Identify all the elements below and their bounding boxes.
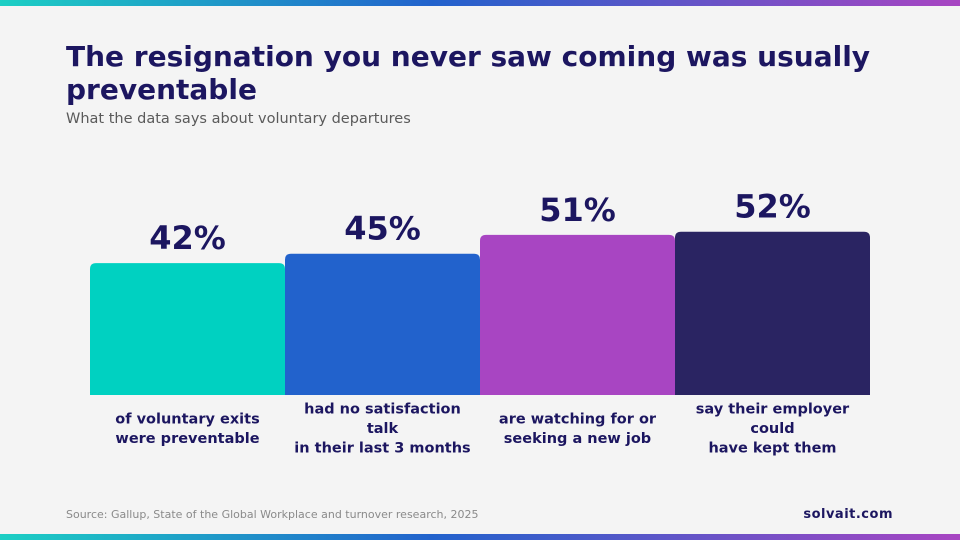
category-label-2: had no satisfaction talk in their last 3 m…	[294, 402, 470, 457]
source-note: Source: Gallup, State of the Global Work…	[66, 508, 479, 521]
bar-4	[675, 231, 870, 395]
value-label-1: 42%	[149, 219, 226, 257]
category-label-1: of voluntary exits were preventable	[115, 411, 259, 447]
value-label-4: 52%	[734, 188, 811, 226]
value-label-3: 51%	[539, 191, 616, 229]
bottom-accent-bar	[0, 534, 960, 540]
page-subtitle: What the data says about voluntary depar…	[66, 111, 411, 127]
bar-3	[480, 234, 675, 395]
page-title: The resignation you never saw coming was…	[66, 40, 871, 106]
bar-2	[285, 253, 480, 395]
value-label-2: 45%	[344, 210, 421, 248]
top-accent-bar	[0, 0, 960, 6]
bar-1	[90, 263, 285, 395]
category-label-3: are watching for or seeking a new job	[499, 411, 657, 447]
brand-link[interactable]: solvait.com	[803, 507, 893, 522]
category-label-4: say their employer could have kept them	[696, 402, 850, 457]
